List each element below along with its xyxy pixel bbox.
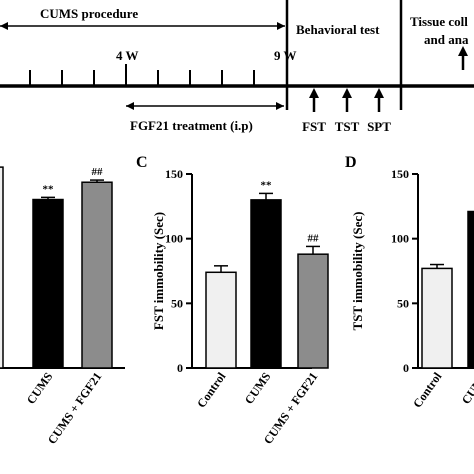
test-arrow-head [374,88,384,98]
test-arrow-fst: FST [302,88,326,134]
bars [0,166,113,369]
category-label: CUMS + FGF21 [45,370,105,447]
test-label-tst: TST [335,119,360,134]
bar-cums-fgf21 [81,181,113,369]
bar-cums-fgf21 [297,253,329,369]
y-axis-title: FST immobility (Sec) [151,212,166,330]
y-tick-label: 50 [397,296,409,310]
significance-mark: ## [308,232,320,244]
tissue-label-2: and ana [424,32,469,47]
category-labels: Control CUMS [410,369,474,410]
week-ticks [29,64,255,86]
y-tick-label: 100 [391,232,409,246]
test-arrow-head [309,88,319,98]
significance-mark: ** [261,179,273,191]
significance-mark: ## [92,166,104,178]
bar-cums [250,199,282,369]
y-tick-label: 150 [391,167,409,181]
significance-mark: ** [43,183,55,195]
behavioral-test-label: Behavioral test [296,22,380,37]
test-arrow-head [342,88,352,98]
fgf21-treatment-label: FGF21 treatment (i.p) [130,118,253,133]
test-label-fst: FST [302,119,326,134]
test-label-spt: SPT [367,119,391,134]
test-arrow-tst: TST [335,88,360,134]
chart-panel-c: C FST immobility (Sec) 0 50 100 150 ** ## Co… [136,154,329,447]
y-tick-label: 150 [165,167,183,181]
tissue-arrow-head [458,46,468,56]
bar-cums [32,198,64,369]
panel-letter-c: C [136,154,148,171]
y-tick-label: 0 [177,361,183,375]
category-label: Control [194,369,229,410]
y-ticks: 0 50 100 150 [165,167,192,375]
test-arrow-spt: SPT [367,88,391,134]
y-tick-label: 0 [403,361,409,375]
significance-marks: ** ## [43,166,104,195]
fgf21-arrowhead-left [126,102,134,110]
y-tick-label: 50 [171,296,183,310]
error-bars [214,192,320,273]
panel-letter-d: D [345,154,357,171]
bar-control [0,166,4,369]
timeline: CUMS procedure Behavioral test Tissue co… [0,0,474,134]
bar-cums [467,210,474,369]
y-ticks: 0 50 100 150 [391,167,418,375]
cums-procedure-label: CUMS procedure [40,6,138,21]
y-tick-label: 100 [165,232,183,246]
cums-span-arrowhead-right [277,22,285,30]
y-axis-title: TST immobility (Sec) [350,212,365,331]
category-label: Control [410,369,445,410]
week4-label: 4 W [116,48,139,63]
week9-label: 9 W [274,48,297,63]
fgf21-arrowhead-right [276,102,284,110]
cums-span-arrowhead-left [0,22,8,30]
chart-panel-d: D TST immobility (Sec) 0 50 100 150 Control… [345,154,474,410]
error-bars [430,263,444,269]
significance-marks: ** ## [261,179,320,244]
category-label: CUMS [24,369,56,406]
category-label: CUMS [242,369,274,406]
bar-control [421,267,453,369]
bar-control [205,271,237,369]
bars [421,210,474,369]
category-label: CUMS [459,369,474,406]
bars [205,199,329,369]
error-bars [41,179,104,200]
tissue-label-1: Tissue coll [410,14,468,29]
